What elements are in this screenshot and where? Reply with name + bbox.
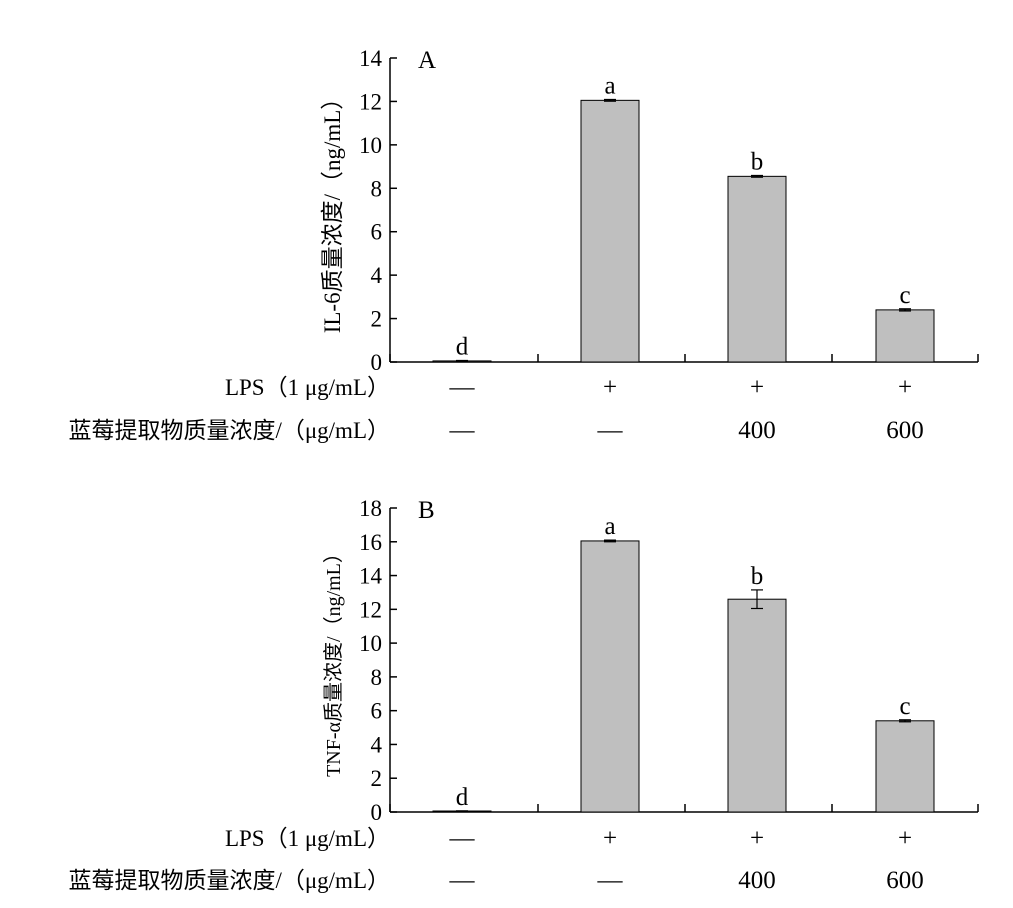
- row-label: 蓝莓提取物质量浓度/（μg/mL）: [68, 868, 390, 893]
- row-cell: +: [750, 825, 764, 852]
- row-cell: 400: [738, 417, 776, 444]
- row-label: LPS（1 μg/mL）: [225, 375, 390, 400]
- y-axis-title: TNF-α质量浓度/（ng/mL）: [322, 543, 345, 777]
- y-tick-label: 8: [371, 665, 383, 690]
- row-cell: 600: [886, 867, 924, 894]
- row-cell: +: [603, 374, 617, 401]
- y-tick-label: 10: [359, 133, 382, 158]
- bar: [727, 175, 787, 363]
- row-cell: 600: [886, 417, 924, 444]
- significance-label: d: [456, 784, 469, 811]
- bar: [727, 598, 787, 813]
- row-cell: +: [603, 825, 617, 852]
- row-cell: +: [750, 374, 764, 401]
- row-cell: +: [898, 825, 912, 852]
- y-tick-label: 8: [371, 176, 383, 201]
- y-tick-label: 16: [359, 530, 382, 555]
- row-cell: —: [597, 417, 624, 444]
- y-tick-label: 10: [359, 631, 382, 656]
- significance-label: a: [604, 72, 615, 99]
- y-tick-label: 6: [371, 220, 383, 245]
- y-tick-label: 0: [371, 350, 383, 375]
- row-cell: —: [449, 374, 476, 401]
- significance-label: b: [751, 148, 764, 175]
- significance-label: b: [751, 563, 764, 590]
- y-tick-label: 0: [371, 800, 383, 825]
- y-tick-label: 14: [359, 46, 383, 71]
- bar: [580, 99, 640, 363]
- significance-label: c: [899, 282, 910, 309]
- row-label: LPS（1 μg/mL）: [225, 826, 390, 851]
- significance-label: d: [456, 333, 469, 360]
- panel-label: A: [418, 47, 436, 74]
- y-tick-label: 12: [359, 597, 382, 622]
- bar: [875, 720, 935, 813]
- y-axis-title: IL-6质量浓度/（ng/mL）: [320, 87, 345, 334]
- row-cell: —: [597, 867, 624, 894]
- y-tick-label: 14: [359, 564, 383, 589]
- y-tick-label: 12: [359, 89, 382, 114]
- row-cell: —: [449, 417, 476, 444]
- chart-panel-a: 0 2 4 6 8 10 12 14 A IL-6质量浓度/（ng/mL） d a b c LPS（1 μg…: [68, 46, 979, 444]
- bar: [875, 309, 935, 363]
- panel-label: B: [418, 497, 435, 524]
- row-cell: 400: [738, 867, 776, 894]
- y-tick-label: 2: [371, 766, 383, 791]
- y-tick-label: 6: [371, 699, 383, 724]
- significance-label: a: [604, 513, 615, 540]
- chart-panel-b: 0 2 4 6 8 10 12 14 16 18 B TNF-α质量浓度/（ng/mL） d a b c LPS…: [68, 496, 979, 894]
- y-tick-label: 4: [371, 732, 383, 757]
- significance-label: c: [899, 693, 910, 720]
- row-cell: +: [898, 374, 912, 401]
- row-cell: —: [449, 825, 476, 852]
- row-label: 蓝莓提取物质量浓度/（μg/mL）: [68, 418, 390, 443]
- y-tick-label: 4: [371, 263, 383, 288]
- y-tick-label: 2: [371, 307, 383, 332]
- y-tick-label: 18: [359, 496, 382, 521]
- row-cell: —: [449, 867, 476, 894]
- bar: [580, 540, 640, 813]
